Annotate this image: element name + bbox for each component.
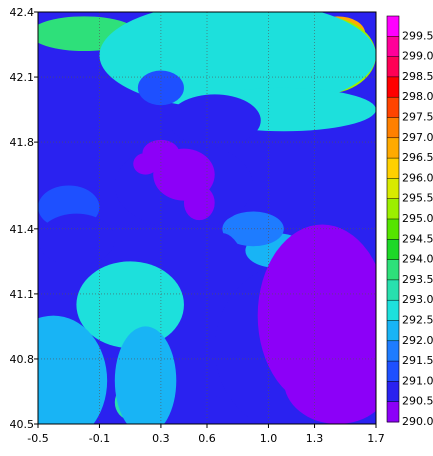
colorbar-label: 298.5 (402, 70, 433, 83)
x-tick-label: 0.3 (152, 432, 170, 445)
field-region (183, 185, 215, 221)
colorbar-label: 290.0 (402, 415, 433, 428)
field-region (133, 152, 158, 175)
plot-area (38, 12, 376, 424)
colorbar-swatch (387, 56, 399, 78)
colorbar-label: 291.0 (402, 374, 433, 387)
colorbar-label: 297.0 (402, 131, 433, 144)
colorbar-label: 299.0 (402, 50, 433, 63)
field-region (76, 261, 184, 349)
field-region (283, 337, 376, 424)
colorbar-swatch (387, 97, 399, 118)
x-tick-label: 1.0 (260, 432, 278, 445)
colorbar-label: 297.5 (402, 111, 433, 124)
colorbar-label: 291.5 (402, 354, 433, 367)
colorbar-swatch (387, 259, 399, 281)
colorbar-swatch (387, 158, 399, 179)
colorbar-swatch (387, 239, 399, 261)
field-region (38, 315, 108, 424)
colorbar-label: 296.5 (402, 151, 433, 164)
field-region (168, 94, 261, 147)
colorbar-swatch (387, 381, 399, 403)
y-tick-label: 40.5 (10, 418, 35, 431)
colorbar-swatch (387, 76, 399, 98)
colorbar-label: 298.0 (402, 90, 433, 103)
x-tick-label: 1.7 (367, 432, 385, 445)
y-tick-label: 42.1 (10, 71, 35, 84)
y-tick-label: 41.1 (10, 288, 35, 301)
field-region (114, 326, 177, 424)
colorbar-swatch (387, 361, 399, 382)
colorbar-swatch (387, 117, 399, 139)
x-tick-label: 0.6 (198, 432, 216, 445)
x-tick-label: -0.1 (89, 432, 110, 445)
colorbar-label: 295.0 (402, 212, 433, 225)
field-region (38, 213, 115, 266)
colorbar-label: 299.5 (402, 29, 433, 42)
colorbar-label: 292.0 (402, 334, 433, 347)
colorbar: 299.5 299.0 298.5 298.0 297.5 297.0 296.5 296.0… (386, 15, 433, 428)
colorbar-swatch (387, 198, 399, 220)
colorbar-swatch (387, 36, 399, 58)
colorbar-label: 295.5 (402, 192, 433, 205)
y-axis-ticks: 42.4 42.1 41.8 41.4 41.1 40.8 40.5 (10, 6, 38, 431)
colorbar-label: 293.0 (402, 293, 433, 306)
colorbar-swatch (387, 219, 399, 240)
x-tick-label: 1.3 (306, 432, 324, 445)
colorbar-swatch (387, 300, 399, 321)
grid-lines (38, 12, 376, 424)
y-tick-label: 42.4 (10, 6, 35, 19)
colorbar-swatch (387, 320, 399, 342)
colorbar-swatch (387, 401, 399, 423)
colorbar-label: 294.5 (402, 232, 433, 245)
x-tick-label: -0.5 (27, 432, 48, 445)
colorbar-label: 290.5 (402, 395, 433, 408)
colorbar-swatch (387, 178, 399, 200)
colorbar-label: 292.5 (402, 314, 433, 327)
y-tick-label: 40.8 (10, 353, 35, 366)
y-tick-label: 41.8 (10, 136, 35, 149)
colorbar-label: 293.5 (402, 273, 433, 286)
colorbar-swatch (387, 16, 399, 37)
colorbar-swatch (387, 137, 399, 159)
colorbar-label: 294.0 (402, 253, 433, 266)
colorbar-swatch (387, 340, 399, 362)
colorbar-label: 296.0 (402, 171, 433, 184)
y-tick-label: 41.4 (10, 223, 35, 236)
x-axis-ticks: -0.5 -0.1 0.3 0.6 1.0 1.3 1.7 (27, 424, 385, 445)
colorbar-swatch (387, 279, 399, 301)
